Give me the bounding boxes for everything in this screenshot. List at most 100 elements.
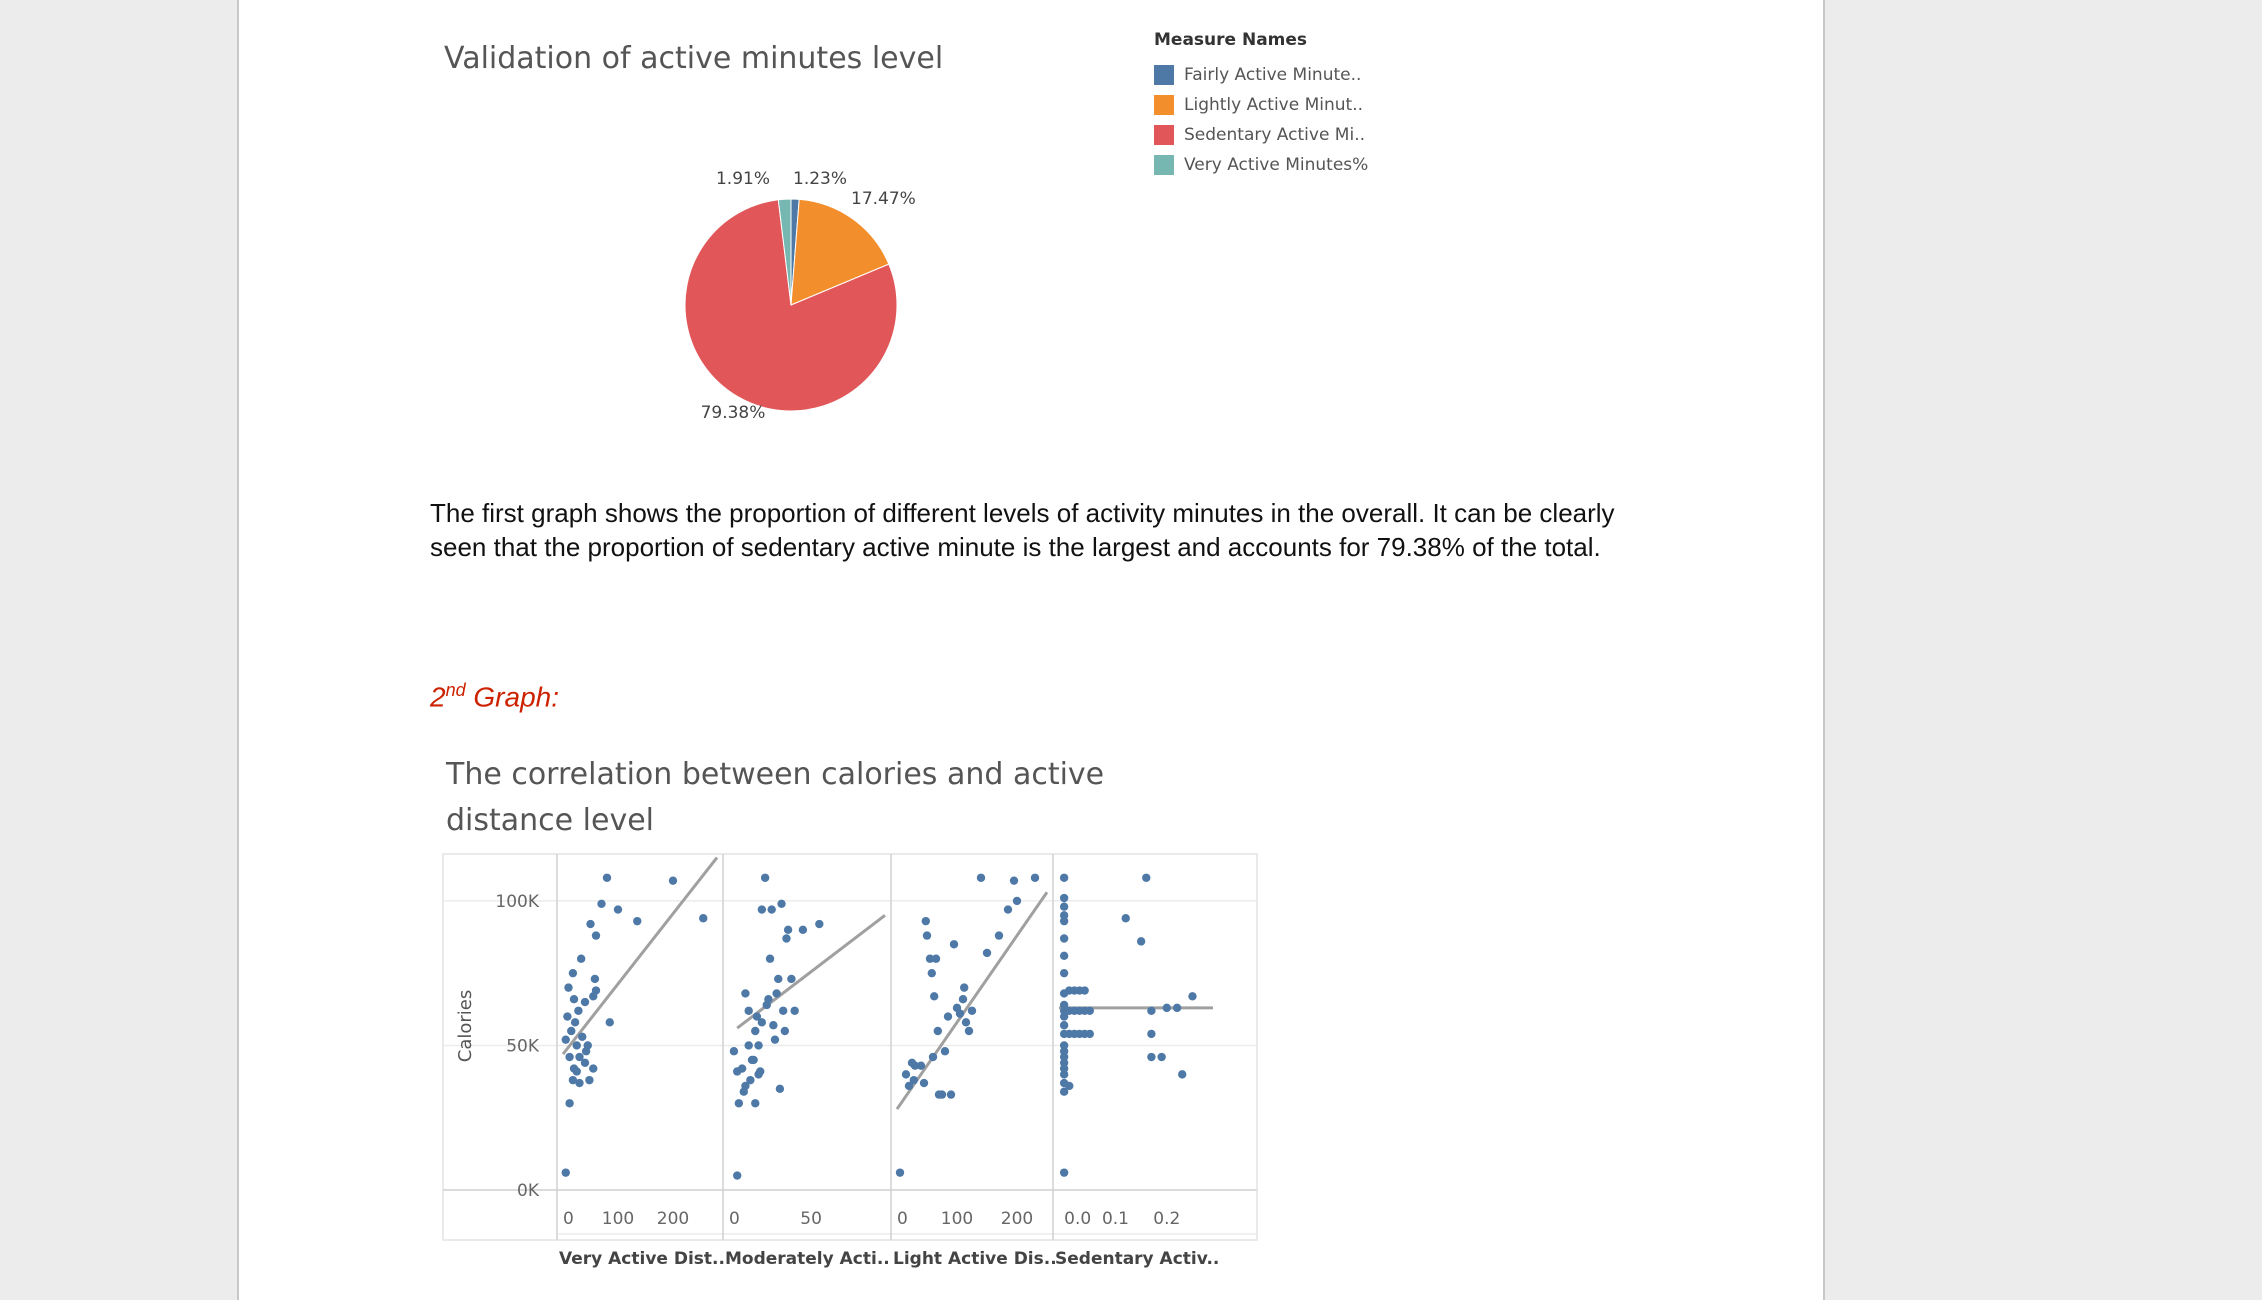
scatter-point[interactable] bbox=[901, 1070, 911, 1079]
scatter-point[interactable] bbox=[591, 986, 601, 995]
scatter-point[interactable] bbox=[925, 954, 935, 963]
scatter-point[interactable] bbox=[602, 873, 612, 882]
scatter-point[interactable] bbox=[585, 1075, 594, 1085]
scatter-point[interactable] bbox=[568, 1075, 578, 1085]
scatter-point[interactable] bbox=[565, 1099, 574, 1108]
scatter-point[interactable] bbox=[937, 1090, 947, 1099]
scatter-point[interactable] bbox=[933, 1026, 942, 1036]
scatter-point[interactable] bbox=[775, 1084, 785, 1094]
legend-item[interactable]: Sedentary Active Mi.. bbox=[1154, 120, 1368, 150]
scatter-point[interactable] bbox=[1059, 934, 1069, 943]
scatter-point[interactable] bbox=[1085, 1006, 1094, 1015]
scatter-point[interactable] bbox=[921, 916, 930, 926]
scatter-point[interactable] bbox=[574, 1006, 583, 1015]
scatter-point[interactable] bbox=[580, 997, 590, 1007]
scatter-point[interactable] bbox=[1059, 1041, 1069, 1050]
scatter-point[interactable] bbox=[1059, 916, 1069, 926]
scatter-point[interactable] bbox=[633, 916, 642, 926]
scatter-point[interactable] bbox=[949, 940, 959, 949]
scatter-point[interactable] bbox=[1059, 1000, 1069, 1010]
scatter-point[interactable] bbox=[1142, 873, 1151, 882]
scatter-point[interactable] bbox=[1030, 873, 1040, 882]
scatter-point[interactable] bbox=[699, 914, 708, 923]
scatter-point[interactable] bbox=[741, 1081, 750, 1091]
scatter-point[interactable] bbox=[613, 905, 623, 914]
scatter-point[interactable] bbox=[1059, 1021, 1069, 1030]
scatter-point[interactable] bbox=[561, 1035, 570, 1044]
scatter-point[interactable] bbox=[982, 948, 992, 958]
scatter-point[interactable] bbox=[904, 1081, 914, 1091]
scatter-point[interactable] bbox=[729, 1047, 739, 1056]
scatter-point[interactable] bbox=[960, 983, 969, 992]
scatter-point[interactable] bbox=[769, 1021, 778, 1030]
scatter-point[interactable] bbox=[1121, 914, 1130, 923]
scatter-point[interactable] bbox=[1065, 1081, 1074, 1091]
scatter-point[interactable] bbox=[751, 1099, 760, 1108]
scatter-point[interactable] bbox=[575, 1052, 584, 1062]
scatter-point[interactable] bbox=[919, 1078, 929, 1088]
scatter-point[interactable] bbox=[580, 1058, 590, 1067]
scatter-point[interactable] bbox=[777, 899, 786, 908]
scatter-point[interactable] bbox=[946, 1090, 956, 1099]
scatter-point[interactable] bbox=[744, 1041, 753, 1050]
scatter-point[interactable] bbox=[782, 934, 791, 943]
scatter-point[interactable] bbox=[961, 1018, 971, 1027]
scatter-point[interactable] bbox=[572, 1067, 581, 1076]
scatter-point[interactable] bbox=[1147, 1052, 1156, 1062]
scatter-point[interactable] bbox=[770, 1035, 780, 1044]
scatter-point[interactable] bbox=[1172, 1003, 1182, 1013]
scatter-point[interactable] bbox=[1059, 968, 1069, 978]
scatter-point[interactable] bbox=[967, 1006, 977, 1015]
scatter-point[interactable] bbox=[1059, 1058, 1069, 1067]
scatter-point[interactable] bbox=[564, 983, 573, 992]
scatter-point[interactable] bbox=[943, 1012, 953, 1021]
scatter-point[interactable] bbox=[765, 954, 775, 963]
scatter-point[interactable] bbox=[815, 919, 824, 929]
scatter-point[interactable] bbox=[597, 899, 606, 908]
scatter-point[interactable] bbox=[734, 1099, 744, 1108]
scatter-point[interactable] bbox=[605, 1018, 614, 1027]
scatter-point[interactable] bbox=[757, 905, 767, 914]
pie-slice[interactable] bbox=[790, 198, 890, 306]
scatter-point[interactable] bbox=[1136, 937, 1146, 946]
scatter-point[interactable] bbox=[1059, 893, 1069, 903]
scatter-point[interactable] bbox=[733, 1171, 742, 1180]
scatter-point[interactable] bbox=[1147, 1006, 1156, 1015]
scatter-point[interactable] bbox=[737, 1064, 747, 1073]
legend-item[interactable]: Lightly Active Minut.. bbox=[1154, 90, 1368, 120]
scatter-point[interactable] bbox=[563, 1012, 572, 1021]
scatter-point[interactable] bbox=[1059, 1052, 1069, 1062]
scatter-point[interactable] bbox=[916, 1061, 926, 1070]
scatter-point[interactable] bbox=[922, 931, 932, 940]
scatter-point[interactable] bbox=[581, 1047, 591, 1056]
scatter-point[interactable] bbox=[561, 1168, 570, 1177]
scatter-point[interactable] bbox=[1147, 1029, 1156, 1039]
scatter-point[interactable] bbox=[764, 995, 773, 1004]
scatter-point[interactable] bbox=[590, 974, 600, 984]
scatter-point[interactable] bbox=[1178, 1070, 1187, 1079]
scatter-point[interactable] bbox=[572, 1041, 581, 1050]
scatter-point[interactable] bbox=[746, 1075, 755, 1085]
scatter-point[interactable] bbox=[909, 1075, 918, 1085]
scatter-point[interactable] bbox=[1009, 876, 1019, 885]
legend-item[interactable]: Fairly Active Minute.. bbox=[1154, 60, 1368, 90]
scatter-point[interactable] bbox=[1059, 1047, 1069, 1056]
scatter-point[interactable] bbox=[1059, 911, 1069, 920]
scatter-point[interactable] bbox=[955, 1009, 965, 1018]
scatter-point[interactable] bbox=[744, 1006, 753, 1015]
scatter-point[interactable] bbox=[1080, 986, 1089, 995]
scatter-point[interactable] bbox=[1188, 992, 1197, 1001]
scatter-point[interactable] bbox=[1059, 951, 1069, 961]
scatter-point[interactable] bbox=[576, 954, 586, 963]
scatter-point[interactable] bbox=[1059, 902, 1069, 911]
scatter-point[interactable] bbox=[1059, 1168, 1069, 1177]
pie-slice[interactable] bbox=[684, 199, 898, 412]
scatter-point[interactable] bbox=[780, 1026, 790, 1036]
scatter-point[interactable] bbox=[591, 931, 601, 940]
scatter-point[interactable] bbox=[589, 1064, 598, 1073]
scatter-point[interactable] bbox=[798, 925, 808, 935]
scatter-point[interactable] bbox=[570, 1018, 580, 1027]
scatter-point[interactable] bbox=[964, 1026, 974, 1036]
scatter-point[interactable] bbox=[752, 1012, 762, 1021]
scatter-point[interactable] bbox=[994, 931, 1004, 940]
